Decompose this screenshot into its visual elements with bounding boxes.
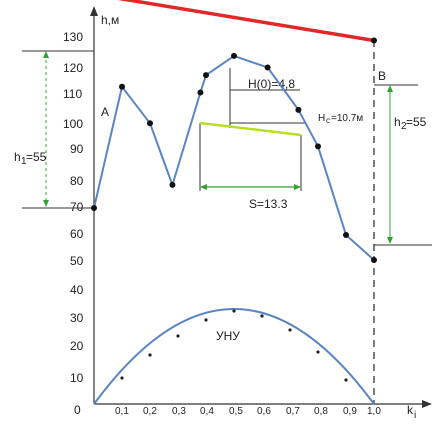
profile-point: [119, 83, 125, 90]
profile-point: [203, 72, 209, 79]
unu-label: УНУ: [216, 329, 240, 343]
svg-text:h: h: [394, 115, 401, 129]
h2-arrow-bottom: [387, 237, 393, 244]
unu-point: [120, 376, 124, 380]
svg-text:H: H: [318, 113, 325, 124]
x-tick-05: 0,5: [229, 406, 243, 417]
y-tick-90: 90: [70, 142, 84, 156]
svg-text:=10.7м: =10.7м: [331, 113, 363, 124]
x-tick-07: 0,7: [286, 406, 300, 417]
svg-text:k: k: [407, 403, 414, 417]
x-tick-10: 1,0: [367, 406, 381, 417]
unu-point: [260, 314, 264, 318]
s-label: S=13.3: [249, 197, 288, 211]
y-tick-40: 40: [70, 283, 84, 297]
y-tick-50: 50: [70, 254, 84, 268]
svg-text:=55: =55: [406, 115, 427, 129]
red-line-point: [371, 37, 377, 44]
profile-point: [264, 64, 271, 71]
y-tick-130: 130: [63, 30, 83, 44]
h2-label: h 2 =55: [394, 115, 427, 132]
svg-text:2: 2: [401, 121, 407, 132]
x-tick-01: 0,1: [115, 406, 129, 417]
profile-point: [169, 181, 176, 188]
point-a-label: A: [101, 105, 109, 119]
profile-point: [371, 256, 377, 263]
svg-text:=55: =55: [26, 150, 47, 164]
svg-text:1: 1: [21, 156, 27, 167]
profile-point: [343, 231, 349, 238]
origin-label: 0: [74, 403, 81, 417]
x-axis-title: k i: [407, 403, 416, 421]
y-axis-title: h,м: [101, 13, 119, 27]
profile-point: [91, 205, 97, 211]
x-axis-arrow: [422, 400, 432, 408]
unu-point: [176, 334, 180, 338]
point-b-label: B: [378, 69, 386, 83]
y-tick-100: 100: [63, 117, 83, 131]
s-arrow-right: [294, 184, 301, 190]
y-tick-10: 10: [70, 371, 84, 385]
profile-point: [231, 52, 237, 59]
unu-curve-ticks: [120, 309, 348, 382]
x-tick-labels: 0,1 0,2 0,3 0,4 0,5 0,6 0,7 0,8 0,9 1,0: [115, 406, 381, 417]
svg-text:h: h: [14, 150, 21, 164]
svg-text:c: c: [326, 116, 330, 125]
y-tick-labels: 130 120 110 100 90 80 70 60 50 40 30 20 …: [63, 30, 84, 385]
x-tick-04: 0,4: [200, 406, 214, 417]
profile-point: [295, 106, 302, 113]
h1-label: h 1 =55: [14, 150, 47, 167]
y-tick-120: 120: [63, 61, 83, 75]
y-axis-arrow: [90, 6, 98, 16]
svg-text:i: i: [414, 410, 416, 421]
x-tick-02: 0,2: [143, 406, 157, 417]
unu-point: [204, 318, 208, 322]
hc-label: H c =10.7м: [318, 113, 363, 125]
red-line-series: [117, 0, 375, 43]
y-tick-30: 30: [70, 311, 84, 325]
unu-curve: [93, 308, 375, 405]
y-tick-60: 60: [70, 227, 84, 241]
profile-point: [147, 120, 153, 127]
x-tick-03: 0,3: [172, 406, 186, 417]
unu-point: [344, 378, 348, 382]
unu-point: [148, 353, 152, 357]
unu-point: [288, 328, 292, 332]
h1-arrow-bottom: [43, 200, 49, 207]
x-tick-06: 0,6: [257, 406, 271, 417]
y-tick-80: 80: [70, 174, 84, 188]
y-tick-70: 70: [70, 200, 84, 214]
x-tick-09: 0,9: [343, 406, 357, 417]
s-arrow-left: [200, 184, 207, 190]
h2-arrow-top: [387, 85, 393, 92]
lime-chord: [199, 121, 302, 137]
h0-label: H(0)=4,8: [248, 77, 295, 91]
y-tick-20: 20: [70, 339, 84, 353]
x-tick-08: 0,8: [314, 406, 328, 417]
series-layer: [91, 0, 377, 263]
profile-series-line: [93, 54, 375, 261]
profile-point: [197, 89, 204, 96]
unu-point: [232, 309, 236, 313]
unu-point: [316, 350, 320, 354]
profile-point: [315, 143, 321, 150]
h1-arrow-top: [43, 51, 49, 58]
y-tick-110: 110: [63, 87, 82, 101]
